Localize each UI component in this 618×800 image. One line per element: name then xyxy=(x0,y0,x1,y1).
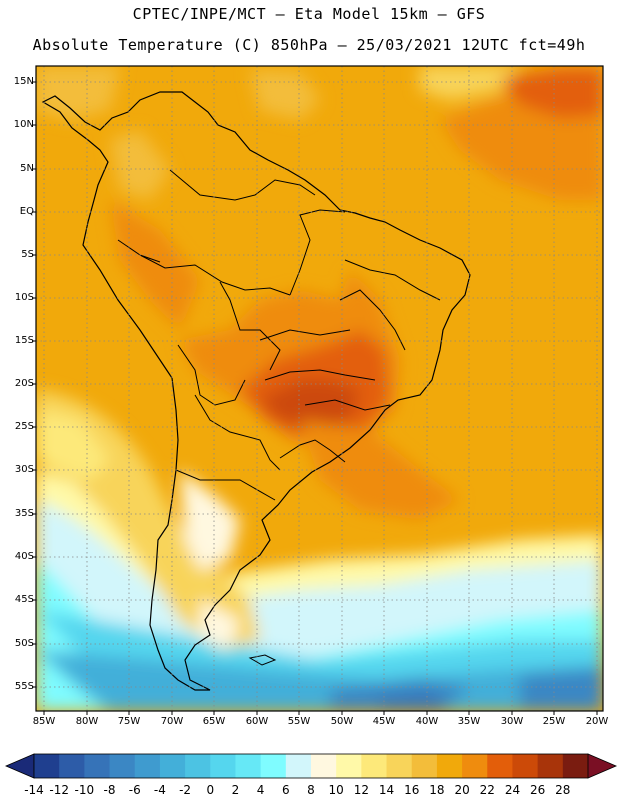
lat-label: 15S xyxy=(14,335,34,346)
colorbar-swatch xyxy=(386,754,413,778)
lon-label: 40W xyxy=(415,716,439,727)
colorbar-label: 28 xyxy=(555,783,571,797)
colorbar-swatch xyxy=(336,754,362,778)
colorbar-swatch xyxy=(109,754,136,778)
lon-label: 25W xyxy=(542,716,566,727)
lon-label: 75W xyxy=(117,716,141,727)
colorbar-label: 20 xyxy=(454,783,470,797)
lat-label: 10N xyxy=(13,119,34,130)
lon-label: 65W xyxy=(202,716,226,727)
colorbar-label: 22 xyxy=(479,783,495,797)
lon-label: 35W xyxy=(457,716,481,727)
colorbar-swatch xyxy=(260,754,287,778)
lat-label: 40S xyxy=(14,551,34,562)
lon-label: 30W xyxy=(500,716,524,727)
coastlines xyxy=(41,91,471,691)
colorbar-label: 10 xyxy=(328,783,344,797)
lat-label: 25S xyxy=(14,421,34,432)
colorbar-swatch xyxy=(311,754,337,778)
lat-label: EQ xyxy=(19,206,34,217)
colorbar-swatch xyxy=(411,754,438,778)
colorbar-label: 14 xyxy=(378,783,395,797)
colorbar-label: 0 xyxy=(206,783,215,797)
map-subtitle: Absolute Temperature (C) 850hPa – 25/03/… xyxy=(32,36,586,54)
colorbar-swatch xyxy=(512,754,539,778)
colorbar-swatch xyxy=(185,754,211,778)
colorbar-label: 8 xyxy=(307,783,315,797)
colorbar-over-arrow xyxy=(587,753,618,779)
colorbar-label: 26 xyxy=(529,783,546,797)
colorbar-under-arrow xyxy=(4,753,35,779)
colorbar-label: -8 xyxy=(103,783,116,797)
colorbar-swatch xyxy=(487,754,513,778)
colorbar-label: -14 xyxy=(24,783,44,797)
lon-label: 70W xyxy=(160,716,184,727)
lon-label: 45W xyxy=(372,716,396,727)
map-frame xyxy=(35,65,604,712)
colorbar-label: 12 xyxy=(353,783,369,797)
falklands xyxy=(248,654,277,666)
temperature-field xyxy=(36,66,603,711)
lat-label: 5N xyxy=(20,163,34,174)
colorbar-label: 6 xyxy=(281,783,290,797)
colorbar-swatch xyxy=(537,754,564,778)
lat-label: 50S xyxy=(14,638,34,649)
lon-label: 80W xyxy=(75,716,99,727)
graticule xyxy=(36,66,603,711)
colorbar-label: 4 xyxy=(256,783,265,797)
colorbar xyxy=(4,753,618,779)
colorbar-swatch xyxy=(159,754,186,778)
colorbar-swatch xyxy=(285,754,312,778)
lat-label: 15N xyxy=(13,76,34,87)
colorbar-label: -12 xyxy=(49,783,69,797)
colorbar-swatch xyxy=(235,754,262,778)
colorbar-border xyxy=(33,753,589,779)
lon-label: 60W xyxy=(245,716,269,727)
colorbar-swatch xyxy=(361,754,388,778)
axis-ticks xyxy=(32,81,598,715)
colorbar-swatch xyxy=(562,754,589,778)
colorbar-label: 24 xyxy=(504,783,521,797)
lat-label: 20S xyxy=(14,378,34,389)
colorbar-label: -10 xyxy=(74,783,95,797)
map-title: CPTEC/INPE/MCT – Eta Model 15km – GFS xyxy=(132,5,486,23)
colorbar-swatch xyxy=(84,754,111,778)
colorbar-swatch xyxy=(210,754,236,778)
colorbar-swatch xyxy=(436,754,463,778)
colorbar-label: 16 xyxy=(404,783,420,797)
colorbar-label: -6 xyxy=(128,783,141,797)
lon-label: 85W xyxy=(32,716,56,727)
colorbar-label: -4 xyxy=(153,783,166,797)
lat-label: 10S xyxy=(14,292,34,303)
colorbar-swatch xyxy=(462,754,488,778)
lat-label: 35S xyxy=(14,508,34,519)
colorbar-swatch xyxy=(59,754,85,778)
colorbar-label: 2 xyxy=(231,783,240,797)
lat-label: 55S xyxy=(14,681,34,692)
colorbar-label: 18 xyxy=(429,783,445,797)
lon-label: 50W xyxy=(330,716,354,727)
lat-label: 45S xyxy=(14,594,34,605)
colorbar-swatch xyxy=(34,754,60,778)
lat-label: 5S xyxy=(21,249,34,260)
lon-label: 55W xyxy=(287,716,311,727)
lon-label: 20W xyxy=(585,716,609,727)
lat-label: 30S xyxy=(14,464,34,475)
colorbar-swatch xyxy=(134,754,161,778)
colorbar-label: -2 xyxy=(179,783,192,797)
